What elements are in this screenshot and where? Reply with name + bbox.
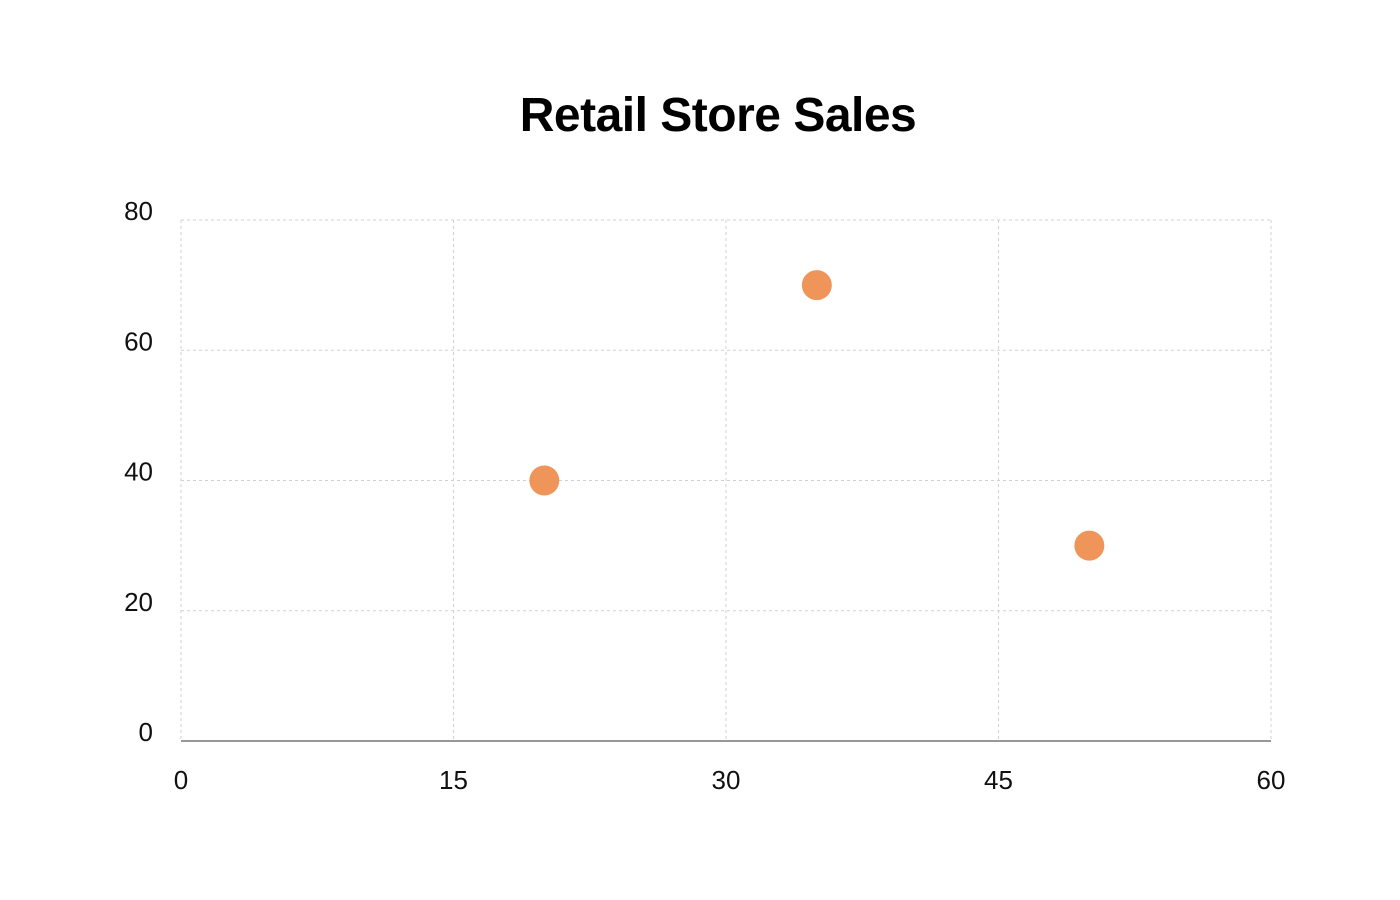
y-tick-label: 40 — [124, 457, 153, 487]
y-tick-label: 0 — [139, 717, 153, 747]
data-point — [1074, 530, 1105, 561]
x-tick-label: 15 — [439, 765, 468, 795]
y-tick-label: 20 — [124, 587, 153, 617]
x-tick-label: 45 — [984, 765, 1013, 795]
chart-title: Retail Store Sales — [519, 89, 917, 142]
data-point — [801, 270, 832, 301]
y-tick-label: 60 — [124, 326, 153, 356]
data-points — [529, 270, 1105, 561]
x-axis-ticks: 0 15 30 45 60 — [174, 765, 1286, 795]
grid — [180, 219, 1272, 741]
x-tick-label: 30 — [712, 765, 741, 795]
x-tick-label: 60 — [1257, 765, 1286, 795]
data-point — [529, 465, 560, 496]
y-axis-ticks: 0 20 40 60 80 — [124, 196, 153, 747]
y-tick-label: 80 — [124, 196, 153, 226]
x-tick-label: 0 — [174, 765, 188, 795]
